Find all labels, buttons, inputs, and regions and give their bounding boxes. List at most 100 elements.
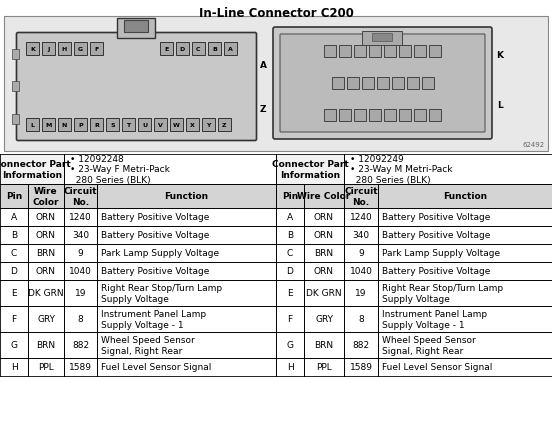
Bar <box>378 358 552 376</box>
Bar <box>384 46 396 58</box>
Bar <box>160 43 173 56</box>
Text: D: D <box>10 267 18 276</box>
Bar <box>26 119 39 132</box>
Bar <box>344 280 378 306</box>
Text: G: G <box>10 341 18 350</box>
Bar <box>429 110 441 122</box>
Bar <box>154 119 167 132</box>
Bar <box>378 280 552 306</box>
Bar <box>64 184 97 208</box>
Text: BRN: BRN <box>315 249 333 258</box>
Bar <box>224 43 237 56</box>
Text: Wheel Speed Sensor
Signal, Right Rear: Wheel Speed Sensor Signal, Right Rear <box>382 336 476 355</box>
Bar <box>347 78 358 90</box>
Text: A: A <box>11 213 17 222</box>
Text: D: D <box>286 267 294 276</box>
Bar <box>64 208 97 227</box>
Bar <box>372 34 392 42</box>
Text: Pin: Pin <box>6 192 22 201</box>
Text: Battery Positive Voltage: Battery Positive Voltage <box>382 231 490 240</box>
Text: Wheel Speed Sensor
Signal, Right Rear: Wheel Speed Sensor Signal, Right Rear <box>101 336 195 355</box>
Bar <box>414 110 426 122</box>
Bar <box>12 50 19 60</box>
Bar <box>391 78 404 90</box>
Bar <box>90 43 103 56</box>
Text: E: E <box>164 47 168 52</box>
Text: 9: 9 <box>358 249 364 258</box>
Bar <box>64 245 97 262</box>
Text: BRN: BRN <box>36 249 56 258</box>
Bar <box>122 119 135 132</box>
Bar <box>344 184 378 208</box>
Text: N: N <box>62 123 67 128</box>
Bar <box>106 119 119 132</box>
Bar <box>304 358 344 376</box>
Text: L: L <box>30 123 34 128</box>
Text: GRY: GRY <box>315 315 333 324</box>
Bar <box>304 280 344 306</box>
Bar <box>406 78 418 90</box>
Text: 1589: 1589 <box>349 363 373 371</box>
Bar <box>12 115 19 125</box>
Text: A: A <box>287 213 293 222</box>
Bar <box>97 184 276 208</box>
Bar <box>0 155 64 184</box>
Bar <box>276 155 344 184</box>
Text: 62492: 62492 <box>523 142 545 148</box>
Bar <box>176 43 189 56</box>
Text: ORN: ORN <box>314 267 334 276</box>
Text: 1240: 1240 <box>349 213 373 222</box>
Text: U: U <box>142 123 147 128</box>
Bar <box>42 43 55 56</box>
Bar <box>324 110 336 122</box>
Bar <box>369 110 381 122</box>
Bar <box>124 21 148 33</box>
Bar <box>276 358 304 376</box>
Bar <box>28 208 64 227</box>
Text: Circuit
No.: Circuit No. <box>63 187 97 206</box>
Bar <box>429 46 441 58</box>
Text: 8: 8 <box>358 315 364 324</box>
Text: F: F <box>94 47 99 52</box>
Bar <box>354 46 366 58</box>
Text: H: H <box>62 47 67 52</box>
Bar <box>0 208 28 227</box>
Text: 1589: 1589 <box>69 363 92 371</box>
Text: 1040: 1040 <box>349 267 373 276</box>
FancyBboxPatch shape <box>273 28 492 140</box>
Bar <box>97 245 276 262</box>
Bar <box>218 119 231 132</box>
Text: Right Rear Stop/Turn Lamp
Supply Voltage: Right Rear Stop/Turn Lamp Supply Voltage <box>101 284 222 303</box>
Text: Battery Positive Voltage: Battery Positive Voltage <box>101 267 209 276</box>
Bar <box>90 119 103 132</box>
Text: K: K <box>30 47 35 52</box>
Text: 1240: 1240 <box>69 213 92 222</box>
Bar <box>0 245 28 262</box>
Bar <box>344 208 378 227</box>
Bar <box>276 262 304 280</box>
Text: 882: 882 <box>352 341 369 350</box>
Bar <box>58 119 71 132</box>
Text: PPL: PPL <box>38 363 54 371</box>
Bar <box>304 227 344 245</box>
Text: Function: Function <box>164 192 209 201</box>
Bar <box>399 46 411 58</box>
Bar <box>0 184 28 208</box>
Text: 19: 19 <box>75 289 86 298</box>
Bar <box>4 17 548 152</box>
Text: Battery Positive Voltage: Battery Positive Voltage <box>101 231 209 240</box>
Text: W: W <box>173 123 180 128</box>
Text: V: V <box>158 123 163 128</box>
Text: C: C <box>197 47 201 52</box>
Bar <box>276 332 304 358</box>
Bar <box>28 280 64 306</box>
Text: In-Line Connector C200: In-Line Connector C200 <box>199 7 353 20</box>
Text: Park Lamp Supply Voltage: Park Lamp Supply Voltage <box>382 249 500 258</box>
Text: BRN: BRN <box>315 341 333 350</box>
Bar <box>26 43 39 56</box>
Text: 882: 882 <box>72 341 89 350</box>
Bar <box>339 46 351 58</box>
Bar <box>332 78 343 90</box>
Bar <box>378 184 552 208</box>
Text: Wire Color: Wire Color <box>298 192 351 201</box>
